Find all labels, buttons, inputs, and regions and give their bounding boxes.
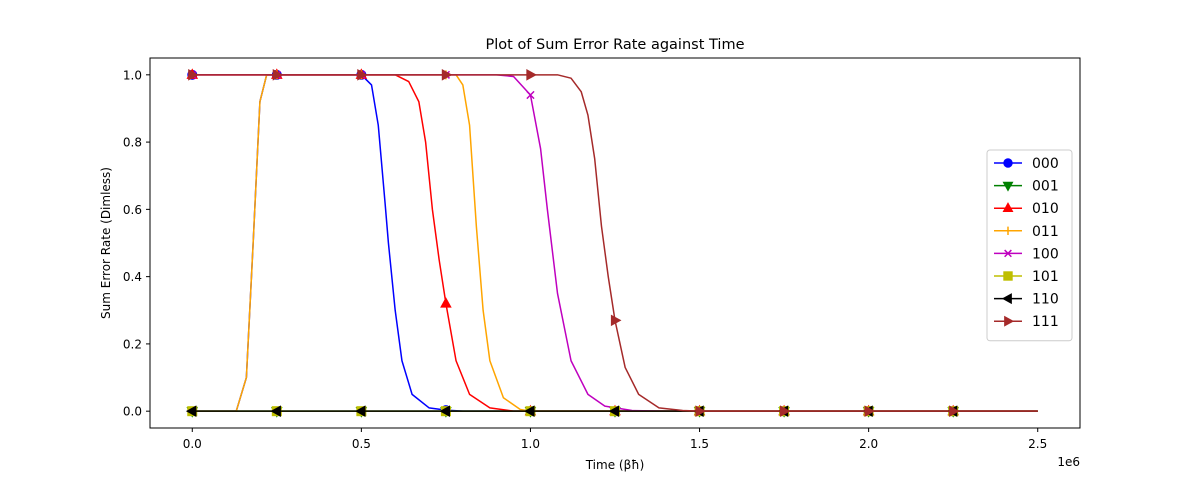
series-marker [1003, 226, 1013, 235]
series-marker [1004, 249, 1012, 258]
legend-entry: 000 [994, 156, 1059, 172]
legend-label: 101 [1032, 269, 1059, 285]
legend-label: 001 [1032, 179, 1059, 195]
legend-entry: 100 [994, 246, 1059, 262]
x-axis-label: Time (βħ) [585, 458, 645, 472]
series-010 [186, 68, 1038, 416]
chart-title: Plot of Sum Error Rate against Time [486, 37, 745, 53]
x-axis: 0.0 0.5 1.0 1.5 2.0 2.5 [183, 428, 1047, 451]
series-marker [526, 69, 537, 81]
series-marker [357, 69, 368, 81]
series-marker [1002, 181, 1014, 192]
legend-label: 011 [1032, 224, 1059, 240]
plot-frame [149, 57, 1081, 429]
legend-entry: 010 [994, 201, 1059, 217]
x-tick-label: 1.5 [690, 437, 709, 451]
series-marker [526, 90, 535, 100]
series-line [192, 74, 1038, 412]
series-marker [354, 405, 366, 417]
x-tick-label: 2.0 [859, 437, 878, 451]
series-marker [864, 405, 876, 417]
legend-entry: 111 [994, 314, 1059, 330]
legend-entry: 110 [994, 292, 1059, 308]
y-tick-label: 0.2 [123, 337, 142, 351]
series-111 [188, 69, 1038, 417]
series-marker [949, 405, 960, 417]
x-axis-offset-label: 1e6 [1057, 455, 1080, 469]
series-marker [270, 405, 281, 417]
series-marker [610, 314, 622, 327]
series-marker [608, 405, 620, 417]
legend-box [986, 149, 1073, 342]
y-axis: 0.0 0.2 0.4 0.6 0.8 1.0 [123, 68, 150, 419]
series-marker [1002, 202, 1014, 213]
series-100 [188, 70, 1038, 416]
series-marker [695, 405, 706, 417]
series-marker [440, 297, 452, 308]
y-tick-label: 0.6 [123, 203, 142, 217]
series-line [192, 74, 1038, 412]
legend-label: 110 [1032, 292, 1059, 308]
series-marker [1004, 315, 1015, 327]
series-000 [187, 69, 1038, 417]
series-line [192, 74, 1038, 412]
y-axis-label: Sum Error Rate (Dimless) [99, 167, 113, 319]
series-marker [524, 405, 535, 417]
series-marker [779, 405, 791, 417]
series-marker [439, 405, 451, 417]
y-tick-label: 0.4 [123, 270, 142, 284]
series-line [192, 74, 1038, 412]
x-tick-label: 0.5 [352, 437, 371, 451]
x-tick-label: 0.0 [183, 437, 202, 451]
y-tick-label: 0.0 [123, 405, 142, 419]
y-tick-label: 1.0 [123, 68, 142, 82]
series-marker [185, 405, 197, 417]
series-marker [188, 69, 199, 81]
legend-label: 111 [1032, 314, 1059, 330]
legend-entry: 001 [994, 179, 1059, 195]
legend-label: 010 [1032, 201, 1059, 217]
legend-entry: 011 [994, 224, 1059, 240]
legend: 000 001 010 011 100 101 110 111 [986, 149, 1073, 342]
legend-label: 100 [1032, 246, 1059, 262]
x-tick-label: 2.5 [1028, 437, 1047, 451]
x-tick-label: 1.0 [521, 437, 540, 451]
series-layer [185, 68, 1038, 418]
series-marker [1001, 293, 1012, 305]
series-line [192, 74, 1038, 412]
series-marker [1003, 158, 1013, 168]
legend-label: 000 [1032, 156, 1059, 172]
series-marker [1003, 271, 1013, 281]
legend-entry: 101 [994, 269, 1059, 285]
series-011 [187, 70, 1038, 416]
y-tick-label: 0.8 [123, 136, 142, 150]
series-marker [272, 69, 284, 81]
series-marker [441, 69, 453, 81]
